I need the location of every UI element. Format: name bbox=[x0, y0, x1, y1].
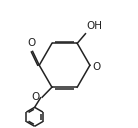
Text: O: O bbox=[93, 62, 101, 72]
Text: O: O bbox=[32, 92, 40, 102]
Text: OH: OH bbox=[86, 21, 102, 31]
Text: O: O bbox=[27, 38, 36, 47]
